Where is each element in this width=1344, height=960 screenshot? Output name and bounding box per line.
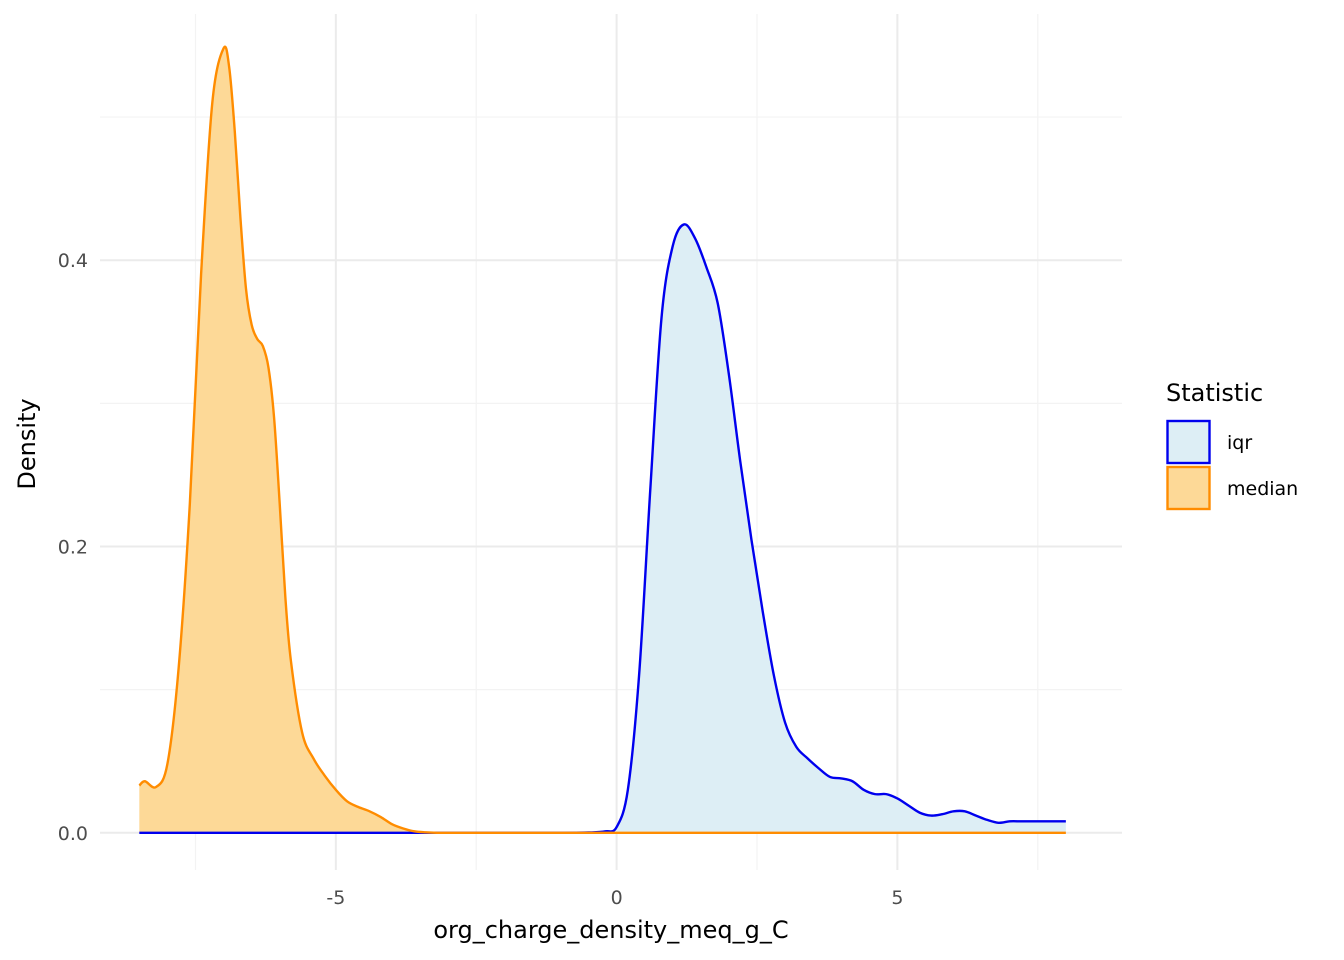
- y-tick-label: 0.0: [58, 823, 88, 845]
- x-axis-title: org_charge_density_meq_g_C: [433, 916, 788, 944]
- legend-title: Statistic: [1166, 379, 1263, 407]
- y-tick-label: 0.2: [58, 536, 88, 558]
- series-layer: [138, 45, 1066, 835]
- legend-label-iqr: iqr: [1227, 432, 1252, 454]
- density-line-iqr: [139, 223, 1066, 835]
- legend-key-iqr: [1166, 419, 1211, 465]
- tick-layer: -5 0 5 0.0 0.2 0.4: [58, 250, 904, 909]
- legend: Statistic iqr median: [1166, 379, 1298, 511]
- legend-label-median: median: [1227, 478, 1298, 500]
- legend-items: iqr median: [1166, 419, 1298, 511]
- y-axis-title: Density: [13, 398, 41, 489]
- x-tick-label: -5: [326, 887, 345, 909]
- area-fill-median: [139, 46, 1066, 833]
- x-tick-label: 0: [611, 887, 623, 909]
- x-tick-label: 5: [891, 887, 903, 909]
- legend-item-iqr: iqr: [1166, 419, 1252, 465]
- density-line-median: [138, 45, 1066, 835]
- legend-item-median: median: [1166, 465, 1298, 511]
- legend-key-median: [1166, 465, 1211, 511]
- y-tick-label: 0.4: [58, 250, 88, 272]
